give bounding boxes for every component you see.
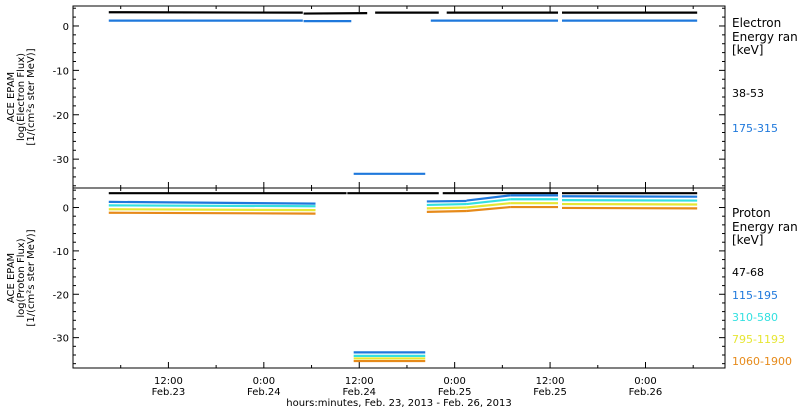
proton-series-795-1193-segment [426,206,467,210]
proton-panel-frame [72,187,726,369]
proton-legend-title: Proton [732,206,771,220]
electron-legend-title: Electron [732,16,781,30]
electron-ylabel: ACE EPAM log(Electron Flux) [1/(cm²s ste… [6,48,37,145]
xtick-time-label: 0:00 [634,376,656,387]
xtick-time-label: 12:00 [154,376,183,387]
proton-series-795-1193-segment [466,202,511,209]
proton-legend: Proton Energy ran [keV] [732,206,798,247]
proton-series-310-580-segment [108,204,316,208]
electron-legend-unit: [keV] [732,43,763,57]
proton-legend-entry-47-68: 47-68 [732,266,764,279]
proton-legend-entry-115-195: 115-195 [732,289,778,302]
proton-series-115-195-segment [108,200,316,205]
proton-ylabel-line1: ACE EPAM [6,253,17,303]
xtick-date-label: Feb.25 [438,387,472,398]
proton-legend-entry-1060-1900: 1060-1900 [732,355,792,368]
electron-ytick-label: -20 [53,111,69,122]
electron-ylabel-line1: ACE EPAM [6,72,17,122]
electron-panel-frame [72,5,726,189]
xtick-date-label: Feb.23 [152,387,186,398]
electron-legend: Electron Energy ran [keV] [732,16,798,57]
electron-ytick-label: -30 [53,155,69,166]
xtick-date-label: Feb.26 [629,387,663,398]
electron-legend-entry-38-53: 38-53 [732,87,764,100]
electron-legend-entry-175-315: 175-315 [732,122,778,135]
proton-series-310-580-segment [466,198,511,206]
proton-series-1060-1900-segment [426,209,467,213]
proton-ylabel-line2: log(Proton Flux) [16,238,27,317]
proton-ylabel-line3: [1/(cm²s ster MeV)] [26,229,37,326]
xtick-date-label: Feb.24 [247,387,281,398]
proton-legend-subtitle: Energy ran [732,220,798,234]
proton-series-115-195-segment [466,194,511,202]
xtick-date-label: Feb.25 [533,387,567,398]
xtick-time-label: 0:00 [443,376,465,387]
xtick-date-label: Feb.24 [342,387,376,398]
electron-ytick-label: -10 [53,66,69,77]
chart-marks: 0 -10 -20 -30 38-53 175-315 0 -10 -20 -30 47-68 115… [53,6,792,398]
electron-legend-subtitle: Energy ran [732,30,798,44]
proton-ytick-label: 0 [63,204,69,215]
proton-series-795-1193-segment [108,208,316,212]
proton-series-310-580-segment [426,202,467,207]
proton-legend-unit: [keV] [732,233,763,247]
proton-ylabel: ACE EPAM log(Proton Flux) [1/(cm²s ster … [6,229,37,326]
proton-legend-entry-795-1193: 795-1193 [732,333,785,346]
x-axis-label: hours:minutes, Feb. 23, 2013 - Feb. 26, … [286,398,511,409]
proton-series-1060-1900-segment [108,211,316,215]
proton-ytick-label: -20 [53,290,69,301]
electron-ylabel-line2: log(Electron Flux) [16,53,27,141]
proton-series-1060-1900-segment [466,205,511,213]
electron-ylabel-line3: [1/(cm²s ster MeV)] [26,48,37,145]
electron-ytick-label: 0 [63,22,69,33]
proton-ytick-label: -10 [53,247,69,258]
proton-legend-entry-310-580: 310-580 [732,311,778,324]
proton-ytick-label: -30 [53,334,69,345]
xtick-time-label: 0:00 [253,376,275,387]
xtick-time-label: 12:00 [345,376,374,387]
xtick-time-label: 12:00 [536,376,565,387]
